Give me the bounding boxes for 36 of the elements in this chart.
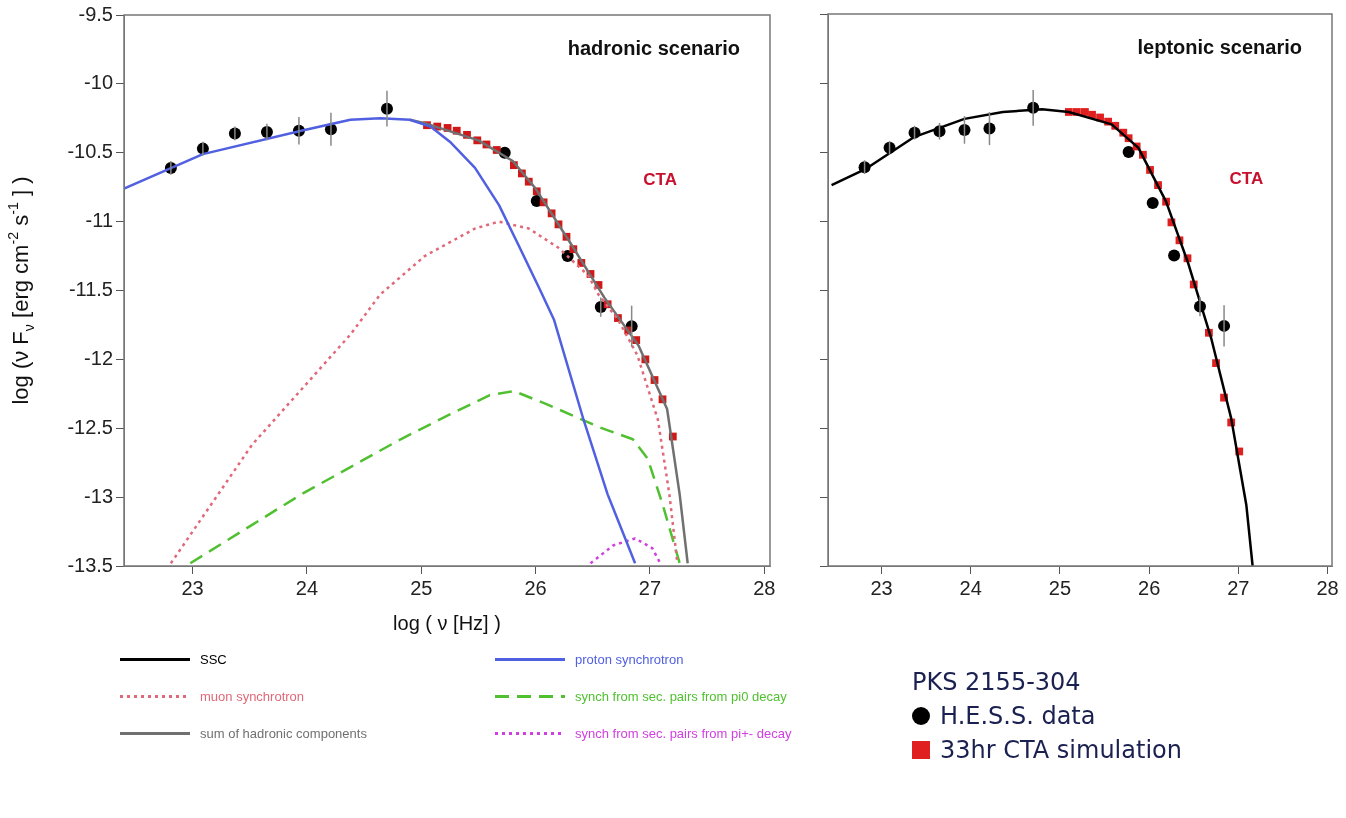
legend-title: PKS 2155-304: [912, 667, 1082, 698]
y-tick-label: -9.5: [78, 2, 113, 25]
x-tick-label: 27: [1227, 576, 1250, 599]
x-tick-label: 28: [753, 576, 776, 599]
x-tick-label: 25: [410, 576, 433, 599]
x-axis-title: log ( ν [Hz] ): [393, 611, 501, 634]
x-tick-label: 26: [524, 576, 547, 599]
annotation: CTA: [643, 169, 678, 189]
text: muon synchrotron: [200, 689, 305, 704]
x-tick-label: 23: [870, 576, 893, 599]
text: proton synchrotron: [575, 652, 684, 667]
y-tick-label: -11: [85, 209, 113, 232]
legend-label: H.E.S.S. data: [940, 701, 1096, 732]
legend-label: 33hr CTA simulation: [940, 735, 1182, 766]
x-tick-label: 23: [181, 576, 204, 599]
x-tick-label: 28: [1316, 576, 1339, 599]
y-tick-label: -13.5: [67, 553, 113, 576]
x-tick-label: 24: [295, 576, 319, 599]
y-tick-label: -10: [84, 71, 113, 94]
y-axis-title: log (ν Fν [erg cm-2 s-1 ] ): [5, 176, 37, 405]
x-tick-label: 25: [1048, 576, 1072, 599]
text: synch from sec. pairs from pi+- decay: [575, 726, 792, 741]
annotation: CTA: [1229, 169, 1264, 189]
x-tick-label: 24: [959, 576, 982, 599]
y-tick-label: -13: [84, 484, 113, 507]
text: hadronic scenario: [567, 36, 740, 59]
text: SSC: [200, 652, 227, 667]
text: leptonic scenario: [1137, 35, 1302, 58]
x-tick-label: 27: [638, 576, 662, 599]
x-tick-label: 26: [1138, 576, 1161, 599]
y-tick-label: -11.5: [68, 278, 113, 301]
y-tick-label: -12.5: [67, 415, 113, 438]
y-tick-label: -10.5: [67, 140, 113, 163]
text: synch from sec. pairs from pi0 decay: [575, 689, 787, 704]
text: sum of hadronic components: [200, 726, 367, 741]
y-tick-label: -12: [84, 346, 113, 369]
